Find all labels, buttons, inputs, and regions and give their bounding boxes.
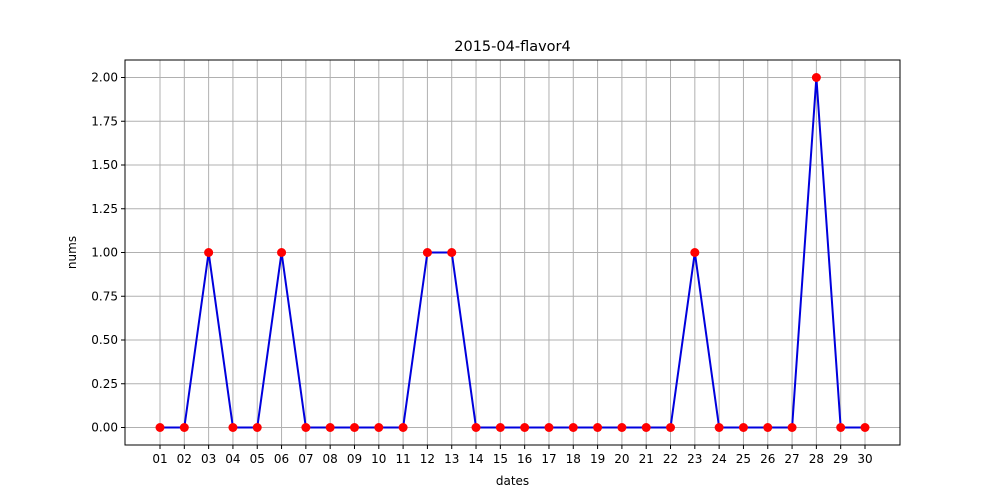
data-point — [204, 248, 214, 257]
x-tick-label: 03 — [201, 452, 216, 466]
x-tick-label: 28 — [809, 452, 824, 466]
y-tick-label: 0.75 — [91, 289, 118, 303]
y-tick-label: 1.25 — [91, 202, 118, 216]
data-point — [836, 423, 846, 432]
x-tick-label: 24 — [711, 452, 726, 466]
data-point — [398, 423, 408, 432]
x-tick-label: 10 — [371, 452, 386, 466]
x-tick-label: 21 — [639, 452, 654, 466]
x-tick-label: 07 — [298, 452, 313, 466]
data-point — [301, 423, 311, 432]
data-point — [495, 423, 505, 432]
data-point — [641, 423, 651, 432]
data-point — [593, 423, 603, 432]
x-tick-label: 06 — [274, 452, 289, 466]
data-point — [811, 73, 821, 82]
y-tick-label: 2.00 — [91, 71, 118, 85]
x-tick-label: 26 — [760, 452, 775, 466]
x-tick-label: 15 — [493, 452, 508, 466]
x-tick-label: 12 — [420, 452, 435, 466]
x-tick-label: 05 — [250, 452, 265, 466]
x-tick-label: 04 — [225, 452, 240, 466]
data-point — [155, 423, 165, 432]
data-point — [544, 423, 554, 432]
data-point — [666, 423, 676, 432]
grid — [125, 60, 900, 445]
data-point — [520, 423, 530, 432]
x-tick-label: 22 — [663, 452, 678, 466]
x-tick-label: 19 — [590, 452, 605, 466]
x-tick-label: 13 — [444, 452, 459, 466]
x-tick-label: 08 — [323, 452, 338, 466]
y-tick-label: 1.50 — [91, 158, 118, 172]
data-point — [738, 423, 748, 432]
y-tick-label: 0.25 — [91, 377, 118, 391]
y-tick-label: 1.75 — [91, 114, 118, 128]
data-point — [349, 423, 359, 432]
series-layer — [155, 73, 870, 432]
data-point — [471, 423, 481, 432]
data-point — [860, 423, 870, 432]
x-tick-label: 20 — [614, 452, 629, 466]
data-point — [690, 248, 700, 257]
x-tick-label: 01 — [152, 452, 167, 466]
y-axis-ticks: 0.00 0.25 0.50 0.75 1.00 1.25 1.50 1.75 2.00 — [91, 71, 125, 435]
x-tick-label: 23 — [687, 452, 702, 466]
x-tick-label: 25 — [736, 452, 751, 466]
x-axis-ticks: 01 02 03 04 05 06 07 08 09 10 11 12 13 14 15 16 17 18 19 20… — [152, 445, 873, 466]
x-tick-label: 14 — [468, 452, 483, 466]
data-point — [374, 423, 384, 432]
data-point — [447, 248, 457, 257]
x-tick-label: 16 — [517, 452, 532, 466]
data-point — [568, 423, 578, 432]
data-point — [763, 423, 773, 432]
data-point — [179, 423, 189, 432]
x-tick-label: 29 — [833, 452, 848, 466]
x-tick-label: 30 — [857, 452, 872, 466]
data-point — [714, 423, 724, 432]
y-axis-label: nums — [65, 236, 79, 269]
x-tick-label: 09 — [347, 452, 362, 466]
chart-title: 2015-04-flavor4 — [454, 39, 570, 55]
x-tick-label: 27 — [784, 452, 799, 466]
data-point — [787, 423, 797, 432]
x-tick-label: 02 — [177, 452, 192, 466]
data-point — [617, 423, 627, 432]
y-tick-label: 0.00 — [91, 421, 118, 435]
y-tick-label: 1.00 — [91, 246, 118, 260]
data-point — [228, 423, 238, 432]
data-point — [422, 248, 432, 257]
x-tick-label: 18 — [566, 452, 581, 466]
y-tick-label: 0.50 — [91, 333, 118, 347]
x-axis-label: dates — [496, 474, 529, 488]
data-point — [252, 423, 262, 432]
data-point — [325, 423, 335, 432]
data-point — [277, 248, 287, 257]
x-tick-label: 11 — [395, 452, 410, 466]
x-tick-label: 17 — [541, 452, 556, 466]
